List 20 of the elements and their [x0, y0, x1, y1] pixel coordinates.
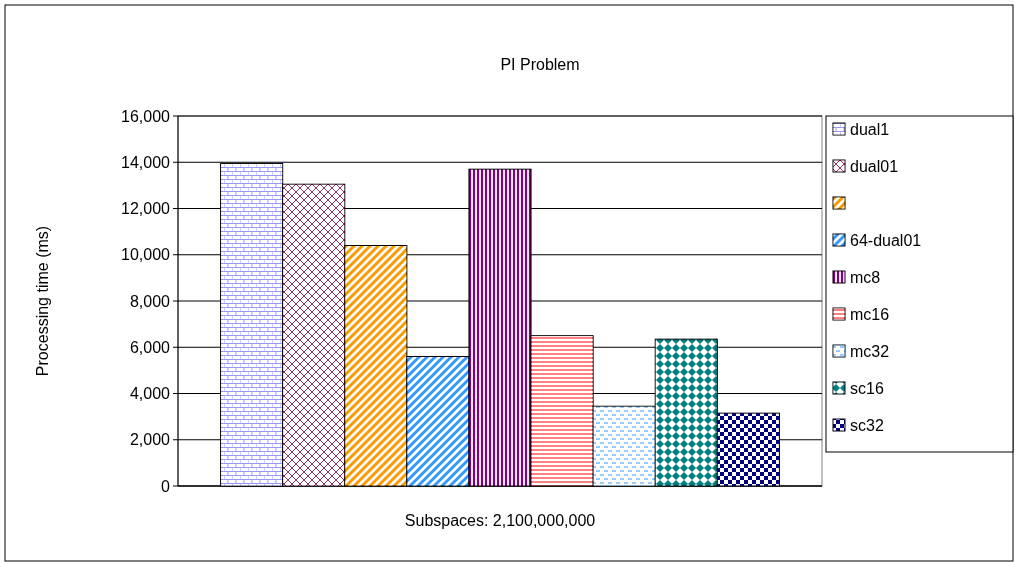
legend-label: 64-dual01: [850, 231, 922, 249]
y-tick-label: 12,000: [121, 200, 171, 218]
x-axis-title: Subspaces: 2,100,000,000: [404, 512, 596, 529]
y-axis-title: Processing time (ms): [34, 225, 51, 377]
y-tick-label: 0: [161, 477, 171, 495]
legend-label: dual1: [850, 120, 890, 138]
y-tick-label: 6,000: [129, 338, 171, 356]
y-tick-label: 16,000: [121, 107, 171, 125]
y-tick-label: 8,000: [129, 292, 171, 310]
y-tick-label: 4,000: [129, 385, 171, 403]
legend-label: mc8: [850, 268, 881, 286]
y-tick-label: 14,000: [121, 153, 171, 171]
legend-label: mc32: [850, 342, 890, 360]
legend-label: mc16: [850, 305, 890, 323]
y-tick-label: 2,000: [129, 431, 171, 449]
legend-label: sc16: [850, 379, 884, 397]
chart-title: PI Problem: [500, 56, 580, 73]
y-tick-label: 10,000: [121, 246, 171, 264]
legend-label: dual01: [850, 157, 899, 175]
legend-label: sc32: [850, 416, 884, 434]
